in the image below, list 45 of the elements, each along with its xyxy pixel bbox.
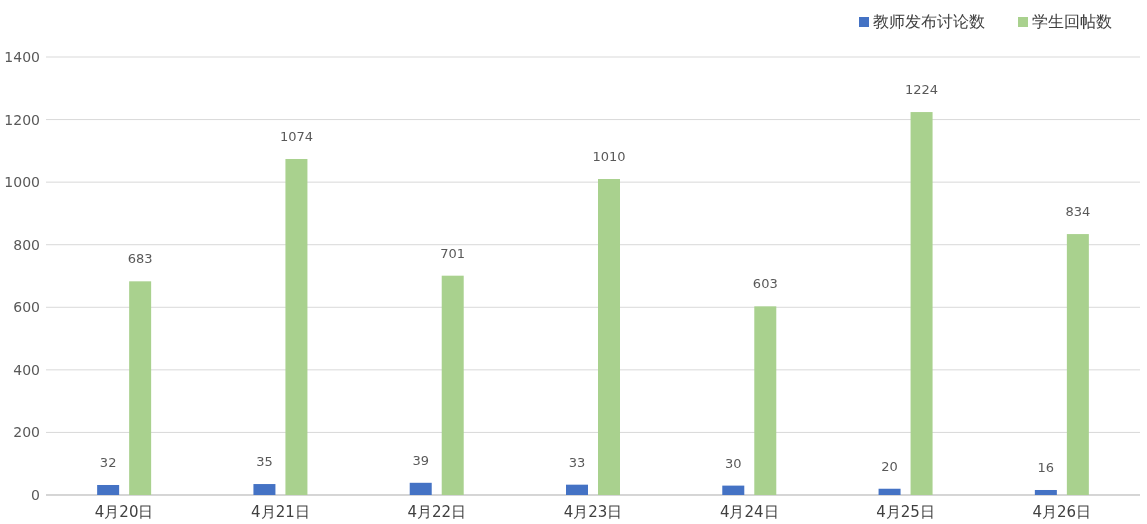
x-tick-label: 4月22日 — [407, 503, 467, 521]
legend-label: 教师发布讨论数 — [873, 12, 985, 31]
data-label: 39 — [412, 452, 429, 468]
y-tick-label: 600 — [13, 299, 40, 316]
data-label: 834 — [1065, 204, 1091, 220]
y-tick-label: 400 — [13, 361, 40, 378]
bar — [441, 275, 464, 495]
data-label: 35 — [256, 454, 273, 470]
bar — [285, 158, 308, 495]
data-label: 1224 — [905, 82, 939, 98]
bar — [97, 484, 120, 495]
x-tick-label: 4月21日 — [251, 503, 310, 521]
y-tick-label: 800 — [13, 236, 40, 253]
y-tick-label: 0 — [31, 487, 40, 503]
bar — [878, 488, 901, 495]
bar — [1034, 489, 1057, 495]
data-label: 20 — [881, 458, 898, 474]
bar — [129, 281, 152, 495]
y-tick-label: 1000 — [4, 174, 40, 191]
data-label: 33 — [568, 454, 586, 470]
data-label: 30 — [725, 455, 742, 471]
x-tick-label: 4月26日 — [1032, 503, 1092, 521]
y-tick-label: 1200 — [4, 111, 40, 128]
legend-label: 学生回帖数 — [1032, 12, 1112, 31]
bar — [722, 485, 745, 495]
data-label: 701 — [440, 245, 466, 261]
x-tick-label: 4月24日 — [719, 503, 779, 521]
y-tick-label: 1400 — [4, 49, 40, 65]
bar — [910, 112, 933, 495]
data-label: 16 — [1037, 459, 1055, 475]
x-tick-label: 4月25日 — [876, 503, 935, 521]
data-label: 1010 — [592, 149, 626, 165]
data-label: 603 — [752, 276, 778, 292]
bar — [754, 306, 777, 495]
x-tick-label: 4月20日 — [94, 503, 154, 521]
bar — [1066, 234, 1089, 495]
y-tick-label: 200 — [13, 424, 40, 441]
bar — [566, 484, 588, 495]
bar — [598, 179, 620, 495]
data-label: 1074 — [279, 128, 313, 144]
x-tick-label: 4月23日 — [563, 503, 623, 521]
data-label: 683 — [127, 251, 153, 267]
bar — [409, 482, 432, 495]
data-label: 32 — [99, 454, 117, 470]
bar — [253, 484, 276, 495]
